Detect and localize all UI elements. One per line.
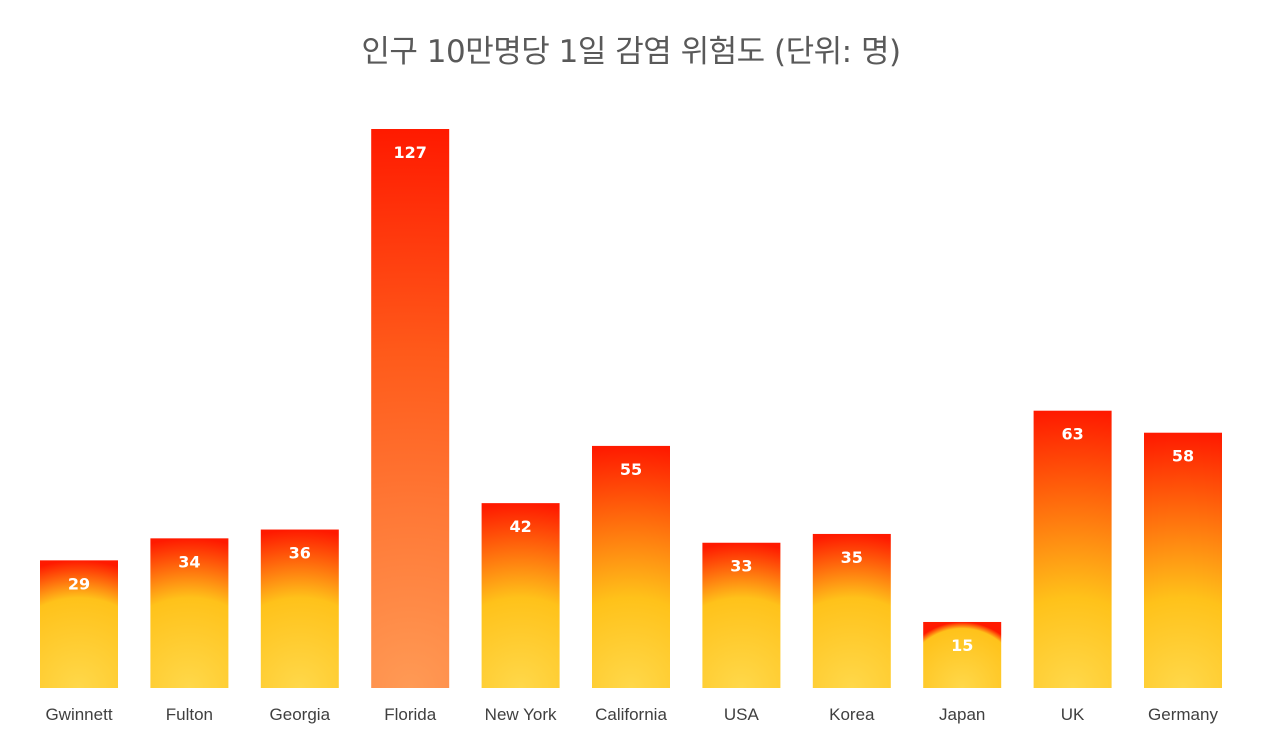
bar-florida — [371, 129, 450, 688]
category-label-usa: USA — [724, 705, 760, 724]
bar-germany — [1144, 432, 1222, 688]
category-label-new-york: New York — [485, 705, 557, 724]
bar-usa — [702, 542, 781, 688]
category-label-korea: Korea — [829, 705, 875, 724]
category-label-japan: Japan — [939, 705, 985, 724]
value-label-japan: 15 — [951, 636, 973, 655]
bar-georgia — [260, 529, 339, 688]
bar-fulton — [150, 538, 229, 688]
value-label-fulton: 34 — [178, 552, 200, 571]
category-label-germany: Germany — [1148, 705, 1218, 724]
category-label-california: California — [595, 705, 667, 724]
bar-california — [592, 445, 670, 688]
value-label-usa: 33 — [730, 557, 752, 576]
category-label-georgia: Georgia — [270, 705, 331, 724]
bar-uk — [1033, 410, 1112, 688]
value-label-korea: 35 — [841, 548, 863, 567]
bar-japan — [923, 621, 1002, 688]
category-label-gwinnett: Gwinnett — [45, 705, 112, 724]
category-label-uk: UK — [1061, 705, 1085, 724]
value-label-georgia: 36 — [289, 544, 311, 563]
bars-layer: 29 34 36 127 42 55 33 35 15 63 58 — [40, 129, 1222, 688]
chart-title: 인구 10만명당 1일 감염 위험도 (단위: 명) — [361, 34, 901, 70]
bar-korea — [812, 533, 891, 688]
value-label-gwinnett: 29 — [68, 574, 90, 593]
bar-new-york — [481, 503, 560, 688]
value-label-california: 55 — [620, 460, 642, 479]
bar-gwinnett — [40, 560, 118, 688]
category-label-fulton: Fulton — [166, 705, 213, 724]
category-label-florida: Florida — [384, 705, 437, 724]
category-labels-layer: Gwinnett Fulton Georgia Florida New York Cali… — [45, 705, 1218, 724]
value-label-uk: 63 — [1061, 425, 1083, 444]
value-label-germany: 58 — [1172, 447, 1194, 466]
value-label-florida: 127 — [393, 143, 426, 162]
value-label-new-york: 42 — [509, 517, 531, 536]
